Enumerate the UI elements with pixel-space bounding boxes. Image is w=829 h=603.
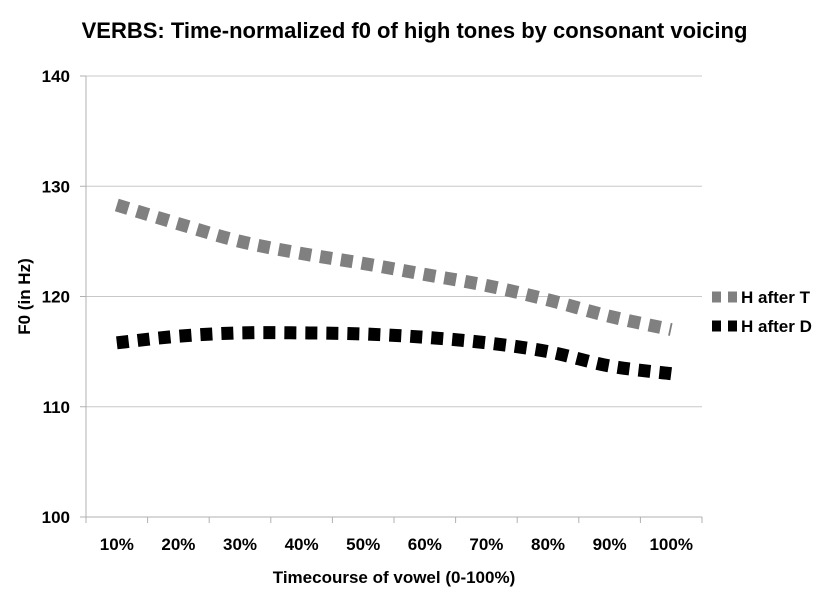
x-tick-label: 60%: [408, 535, 442, 554]
series-line-h-after-t: [114, 198, 673, 336]
legend-label: H after T: [741, 288, 811, 307]
y-tick-label: 140: [42, 67, 70, 86]
x-tick-label: 40%: [285, 535, 319, 554]
axes: [80, 75, 703, 523]
legend-label: H after D: [741, 317, 812, 336]
y-tick-label: 100: [42, 508, 70, 527]
chart-title: VERBS: Time-normalized f0 of high tones …: [81, 18, 748, 43]
x-tick-label: 100%: [649, 535, 692, 554]
x-tick-label: 70%: [469, 535, 503, 554]
y-tick-label: 110: [43, 398, 70, 417]
x-tick-label: 90%: [593, 535, 627, 554]
x-tick-label: 30%: [223, 535, 257, 554]
series-lines: [114, 198, 673, 381]
y-axis-title: F0 (in Hz): [15, 258, 34, 335]
legend: H after T H after D: [712, 288, 812, 336]
series-line-h-after-d: [116, 326, 673, 381]
y-tick-label: 130: [42, 177, 70, 196]
y-tick-label: 120: [42, 288, 70, 307]
x-tick-label: 20%: [161, 535, 195, 554]
x-tick-label: 50%: [346, 535, 380, 554]
x-tick-label: 80%: [531, 535, 565, 554]
x-axis-title: Timecourse of vowel (0-100%): [273, 568, 516, 587]
grid-lines: [86, 75, 702, 518]
x-tick-labels: 10% 20% 30% 40% 50% 60% 70% 80% 90% 100%: [100, 535, 693, 554]
x-tick-label: 10%: [100, 535, 134, 554]
y-tick-labels: 100 110 120 130 140: [42, 67, 70, 527]
